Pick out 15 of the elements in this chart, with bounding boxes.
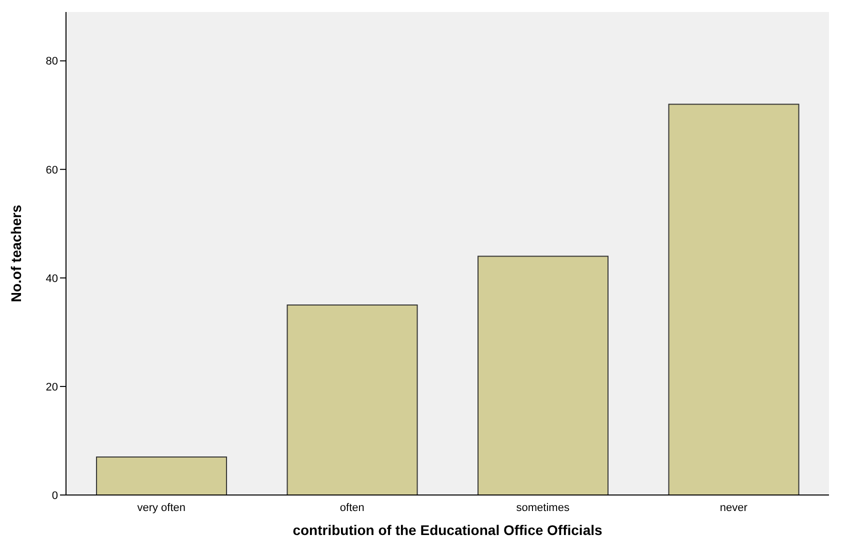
bar (286, 304, 418, 495)
x-axis-title: contribution of the Educational Office Officials (292, 522, 602, 538)
y-tick-label: 20 (46, 381, 58, 394)
y-tick-label: 60 (46, 164, 58, 176)
x-tick-label: never (720, 502, 748, 514)
x-tick-label: sometimes (516, 502, 570, 514)
bar (478, 256, 609, 495)
x-tick-label: often (340, 502, 364, 514)
y-axis-title: No.of teachers (8, 204, 24, 302)
y-tick-label: 40 (46, 272, 58, 285)
y-tick-label: 80 (46, 56, 58, 68)
x-tick-label: very often (137, 502, 186, 514)
y-tick-label: 0 (52, 490, 58, 502)
bar (96, 456, 228, 495)
bar (668, 104, 800, 495)
